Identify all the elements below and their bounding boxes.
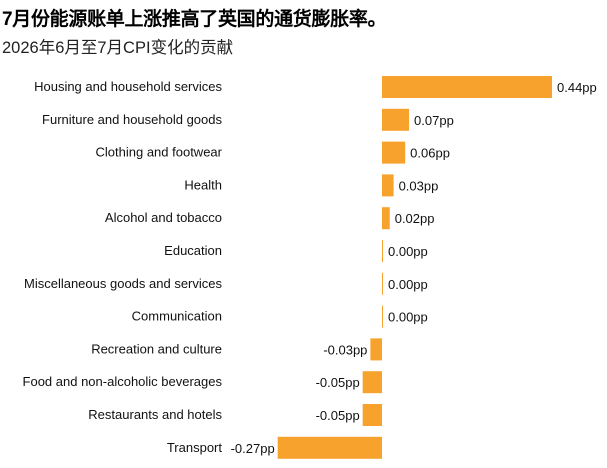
category-label: Education [164,243,222,258]
bar [277,436,382,459]
chart-title: 7月份能源账单上涨推高了英国的通货膨胀率。 [2,9,387,30]
value-label: 0.44pp [557,80,597,95]
value-label: 0.03pp [399,178,439,193]
category-label: Health [184,177,222,192]
bar [382,240,383,262]
value-label: -0.03pp [323,342,367,357]
value-label: 0.07pp [414,113,454,128]
value-label: -0.27pp [231,441,275,456]
category-label: Alcohol and tobacco [105,210,222,225]
category-label: Restaurants and hotels [88,407,222,422]
value-label: -0.05pp [316,375,360,390]
value-label: 0.06pp [410,146,450,161]
value-label: 0.00pp [388,244,428,259]
bar [382,305,383,328]
value-label: 0.00pp [388,277,428,292]
value-label: -0.05pp [316,408,360,423]
chart-subtitle: 2026年6月至7月CPI变化的贡献 [2,39,234,57]
bar [382,174,394,197]
value-label: 0.00pp [388,310,428,325]
bar [382,141,406,164]
bar [362,404,382,426]
category-label: Communication [132,309,222,324]
category-label: Transport [167,440,223,455]
category-label: Food and non-alcoholic beverages [23,374,223,389]
category-label: Clothing and footwear [96,145,223,160]
bar [382,272,383,295]
bar [382,76,552,98]
category-label: Furniture and household goods [42,112,222,127]
bar [370,338,382,361]
bar [382,108,410,131]
bar [382,207,390,230]
value-label: 0.02pp [395,211,435,226]
category-label: Recreation and culture [91,341,222,356]
category-label: Miscellaneous goods and services [24,276,222,291]
category-label: Housing and household services [34,79,222,94]
bar [362,371,382,394]
